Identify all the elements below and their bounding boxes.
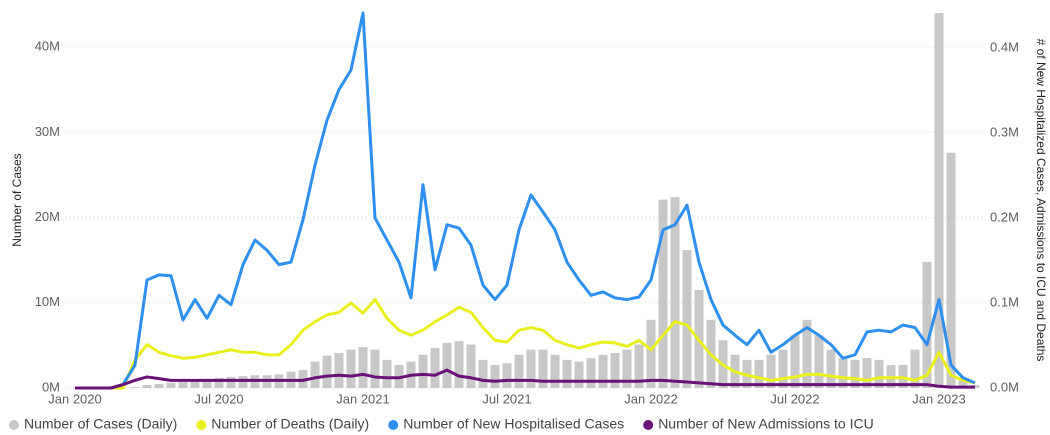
legend-marker (196, 420, 207, 430)
bar (934, 13, 944, 388)
bar (790, 335, 800, 388)
bar (442, 342, 452, 388)
bar (562, 359, 572, 388)
bar (910, 349, 920, 388)
bar (850, 359, 860, 388)
bar (598, 354, 608, 388)
bar (190, 381, 200, 388)
x-tick-label: Jul 2022 (770, 391, 819, 406)
bar (418, 354, 428, 388)
bar (754, 359, 764, 388)
line (75, 11, 976, 390)
bar (166, 382, 176, 388)
y2-tick-label: 0.4M (990, 39, 1019, 54)
bar (826, 349, 836, 388)
legend-marker (643, 420, 654, 430)
legend-label: Number of New Admissions to ICU (658, 416, 874, 432)
bar (766, 354, 776, 388)
bar (346, 349, 356, 388)
bar (454, 341, 464, 388)
bar (922, 261, 932, 388)
bar (538, 349, 548, 388)
bar (178, 382, 188, 388)
y-tick-label: 0M (42, 379, 60, 394)
legend-label: Number of Deaths (Daily) (211, 416, 369, 432)
bar (370, 349, 380, 388)
bar (130, 387, 140, 388)
bar (214, 377, 224, 388)
bar (682, 249, 692, 388)
bar (322, 355, 332, 388)
y2-tick-label: 0.1M (990, 294, 1019, 309)
bar (646, 319, 656, 388)
x-tick-label: Jan 2023 (912, 391, 966, 406)
bar (574, 361, 584, 388)
bar (958, 380, 968, 388)
legend-marker (9, 420, 19, 430)
line (75, 368, 975, 390)
x-tick-label: Jul 2020 (194, 391, 243, 406)
y-axis-title: Number of Cases (10, 153, 24, 246)
bar (238, 376, 248, 388)
line (75, 298, 976, 390)
bar (502, 363, 512, 388)
bar (634, 344, 644, 388)
bar (358, 347, 368, 388)
bar (310, 361, 320, 388)
x-tick-label: Jan 2021 (336, 391, 390, 406)
bar (670, 197, 680, 388)
bar (586, 358, 596, 388)
bar (778, 349, 788, 388)
y-tick-label: 40M (35, 39, 60, 54)
bar (430, 347, 440, 388)
y-tick-label: 10M (35, 294, 60, 309)
y2-tick-label: 0.3M (990, 124, 1019, 139)
bar (466, 344, 476, 388)
x-tick-label: Jan 2022 (624, 391, 678, 406)
bar (802, 319, 812, 388)
y-tick-label: 20M (35, 209, 60, 224)
bar (334, 353, 344, 388)
bar (142, 385, 152, 388)
bar (226, 376, 236, 388)
legend-label: Number of New Hospitalised Cases (403, 416, 624, 432)
bar (838, 358, 848, 388)
bar (202, 380, 212, 388)
bar (382, 359, 392, 388)
y2-tick-label: 0.2M (990, 209, 1019, 224)
legend-marker (388, 420, 399, 430)
x-tick-label: Jul 2021 (482, 391, 531, 406)
bar (622, 349, 632, 388)
y-tick-label: 30M (35, 124, 60, 139)
x-tick-label: Jan 2020 (48, 391, 102, 406)
bar (862, 358, 872, 388)
bar (874, 359, 884, 388)
bar (658, 199, 668, 388)
bar (154, 383, 164, 388)
y2-tick-label: 0.0M (990, 379, 1019, 394)
bar (478, 359, 488, 388)
bar (946, 152, 956, 388)
bar (610, 353, 620, 388)
bar (550, 354, 560, 388)
bar (490, 364, 500, 388)
y2-axis-title: # of New Hospitalized Cases, Admissions … (1034, 39, 1048, 362)
legend-label: Number of Cases (Daily) (24, 416, 177, 432)
bar (514, 354, 524, 388)
bar (814, 335, 824, 388)
bar (526, 349, 536, 388)
